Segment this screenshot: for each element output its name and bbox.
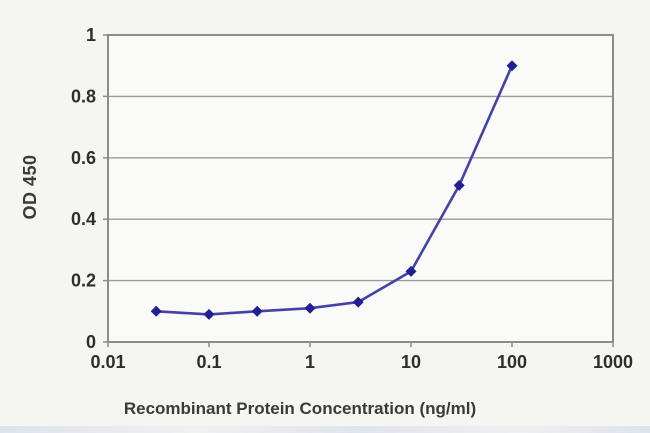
x-tick-label: 100	[497, 352, 527, 372]
y-tick-label: 0	[86, 332, 96, 352]
x-tick-label: 1000	[593, 352, 633, 372]
y-tick-label: 0.2	[71, 271, 96, 291]
data-point-marker	[304, 302, 316, 314]
y-tick-label: 0.4	[71, 209, 96, 229]
data-point-marker	[203, 308, 215, 320]
x-axis-title: Recombinant Protein Concentration (ng/ml…	[123, 399, 477, 418]
data-point-marker	[405, 265, 417, 277]
data-point-marker	[453, 179, 465, 191]
data-point-marker	[352, 296, 364, 308]
x-tick-label: 10	[401, 352, 421, 372]
data-point-marker	[506, 60, 518, 72]
y-tick-label: 0.6	[71, 148, 96, 168]
x-tick-label: 0.01	[90, 352, 125, 372]
x-tick-label: 0.1	[196, 352, 221, 372]
y-tick-label: 1	[86, 25, 96, 45]
series-line	[154, 64, 514, 316]
y-axis-title: OD 450	[20, 154, 40, 220]
data-point-marker	[251, 305, 263, 317]
y-tick-label: 0.8	[71, 86, 96, 106]
data-point-marker	[150, 305, 162, 317]
plot-border	[107, 34, 614, 343]
plot-area	[108, 35, 613, 342]
x-tick-label: 1	[305, 352, 315, 372]
